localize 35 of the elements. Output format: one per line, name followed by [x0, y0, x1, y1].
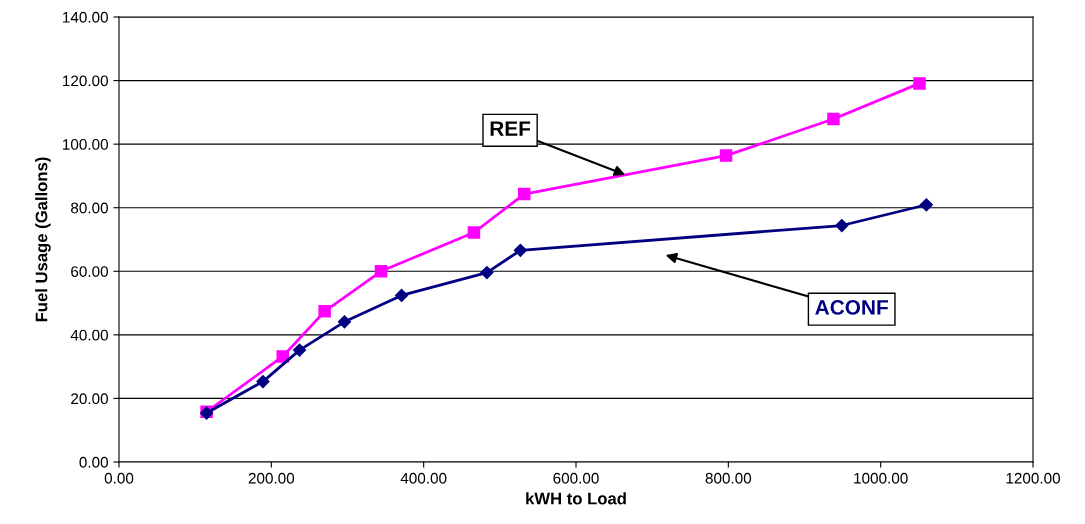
- point: [292, 343, 307, 357]
- x-tick-label: 0.00: [104, 472, 134, 484]
- text: REF: [490, 121, 531, 136]
- point: [827, 112, 840, 126]
- point: [467, 226, 481, 239]
- y-tick-label: 120.00: [63, 75, 108, 87]
- y-tick-label: 20.00: [71, 393, 108, 405]
- y-tick-label: 140.00: [63, 11, 108, 23]
- y-tick-label: 80.00: [71, 202, 108, 214]
- point: [513, 243, 527, 257]
- x-tick-label: 600.00: [553, 472, 599, 484]
- x-tick-label: 800.00: [705, 472, 752, 484]
- x-tick-label: 1200.00: [1006, 472, 1061, 484]
- y-tick-label: 60.00: [71, 266, 108, 277]
- point: [318, 305, 331, 318]
- point: [719, 149, 733, 162]
- point: [374, 265, 388, 278]
- point: [835, 218, 849, 233]
- y-tick-label: 0.00: [79, 456, 108, 468]
- point: [517, 187, 531, 201]
- point: [256, 374, 270, 389]
- point: [913, 77, 926, 90]
- point: [919, 198, 933, 212]
- point: [276, 350, 290, 363]
- x-tick-label: 200.00: [248, 472, 295, 484]
- point: [480, 265, 494, 280]
- text: ACONF: [815, 300, 888, 315]
- y-tick-label: 100.00: [63, 139, 108, 150]
- x-axis-title: kWH to Load: [526, 492, 626, 505]
- y-tick-label: 40.00: [70, 329, 108, 341]
- x-tick-label: 400.00: [400, 472, 447, 484]
- x-tick-label: 1000.00: [854, 472, 908, 484]
- point: [337, 315, 352, 329]
- point: [394, 288, 409, 303]
- y-axis-title: Fuel Usage (Gallons): [35, 157, 51, 322]
